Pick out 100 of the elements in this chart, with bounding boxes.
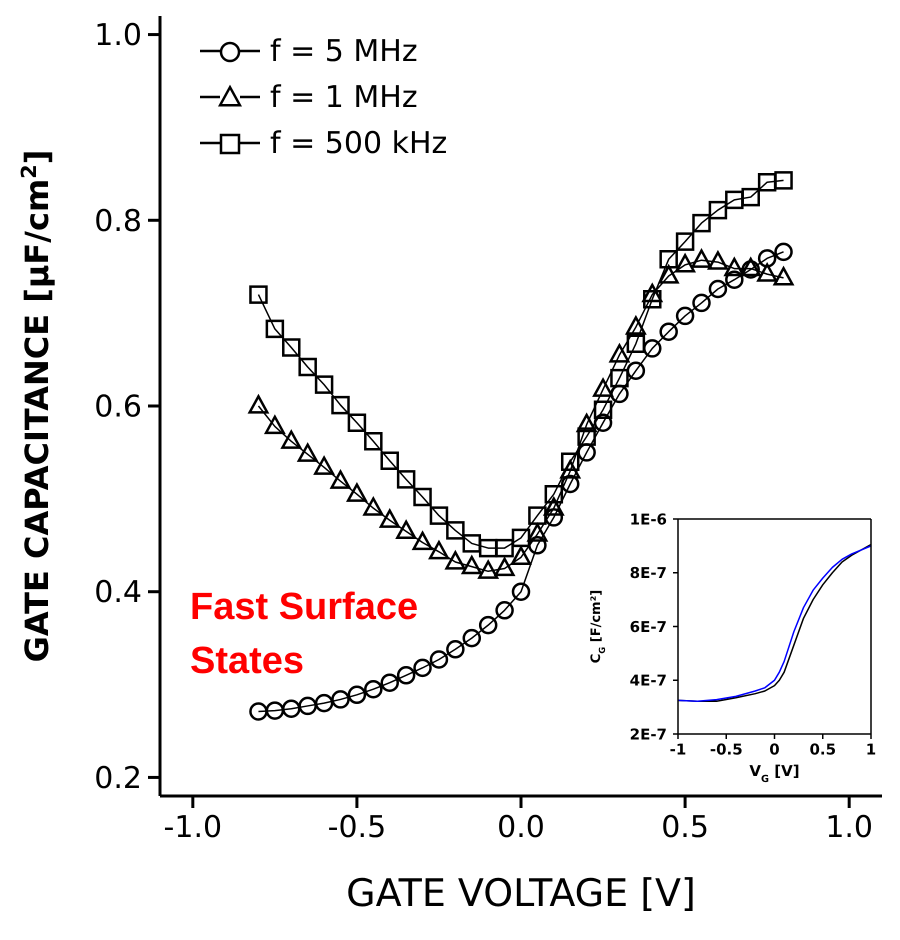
point	[446, 521, 465, 540]
point	[428, 540, 450, 560]
point	[346, 483, 367, 502]
point	[577, 427, 596, 446]
point	[380, 452, 399, 470]
point	[560, 460, 580, 479]
point	[266, 701, 284, 720]
point	[544, 484, 564, 504]
point	[495, 538, 514, 558]
point	[692, 214, 711, 232]
point	[528, 506, 547, 525]
point	[363, 497, 384, 516]
y-tick-label: 1.0	[94, 18, 142, 54]
point	[643, 339, 662, 358]
point	[527, 523, 548, 542]
point	[609, 344, 630, 363]
x-tick-label: 0.5	[809, 740, 836, 758]
point	[266, 320, 284, 338]
point	[380, 509, 400, 528]
point	[725, 190, 744, 210]
point	[626, 361, 646, 380]
x-tick-label: 1.0	[825, 810, 874, 845]
point	[413, 658, 432, 678]
point	[675, 254, 696, 273]
point	[348, 686, 366, 704]
point	[642, 284, 662, 302]
x-tick-label: -1.0	[164, 810, 222, 845]
point	[495, 601, 514, 620]
point	[774, 171, 793, 190]
point	[708, 280, 728, 298]
point	[773, 267, 794, 286]
point	[314, 375, 334, 394]
point	[282, 699, 301, 718]
point	[658, 265, 679, 284]
point	[430, 506, 448, 525]
point	[413, 488, 432, 506]
point	[282, 338, 301, 357]
legend-label: f = 5 MHz	[270, 34, 418, 68]
legend-label: f = 500 kHz	[270, 126, 448, 160]
point	[331, 690, 350, 709]
point	[331, 396, 350, 414]
y-tick-label: 0.8	[94, 204, 142, 239]
point	[249, 285, 268, 304]
point	[576, 414, 597, 432]
point	[758, 249, 776, 268]
point	[380, 673, 399, 692]
point	[692, 294, 711, 312]
legend-label: f = 1 MHz	[270, 80, 418, 114]
point	[592, 378, 614, 397]
point	[757, 263, 778, 282]
point	[248, 395, 269, 414]
y-tick-label: 0.6	[94, 390, 142, 424]
x-tick-label: -0.5	[710, 740, 743, 758]
x-tick-label: 0	[769, 740, 780, 758]
point	[741, 188, 760, 206]
point	[724, 258, 744, 276]
x-tick-label: -1	[670, 740, 686, 758]
point	[528, 536, 547, 555]
point	[626, 334, 646, 354]
point	[330, 470, 351, 489]
point	[577, 443, 596, 462]
y-tick-label: 4E-7	[630, 672, 667, 690]
point	[610, 384, 629, 404]
point	[494, 558, 515, 576]
y-tick-label: 0.2	[94, 760, 142, 796]
y-tick-label: 2E-7	[630, 725, 667, 744]
point	[445, 551, 466, 570]
point	[725, 270, 744, 289]
point	[281, 430, 302, 449]
point	[659, 250, 678, 269]
x-tick-label: 1	[866, 740, 876, 758]
point	[594, 413, 612, 432]
point	[510, 546, 532, 566]
point	[462, 628, 482, 648]
y-tick-label: 1E-6	[630, 510, 667, 528]
point	[298, 358, 317, 376]
point	[478, 538, 498, 558]
point	[298, 696, 317, 716]
point	[298, 443, 318, 462]
point	[396, 470, 416, 489]
point	[348, 413, 366, 432]
point	[446, 640, 465, 659]
point	[412, 532, 433, 550]
point	[512, 528, 530, 548]
point	[544, 497, 564, 516]
x-tick-label: 0.5	[661, 810, 709, 845]
point	[364, 680, 383, 698]
point	[512, 582, 530, 601]
point	[462, 534, 482, 553]
annotation: Fast Surface States	[190, 585, 420, 684]
point	[610, 368, 629, 388]
point	[708, 200, 728, 220]
point	[594, 400, 612, 419]
point	[659, 322, 678, 341]
y-tick-label: 8E-7	[630, 564, 667, 582]
point	[478, 560, 498, 579]
point	[708, 251, 728, 270]
point	[314, 456, 334, 475]
point	[462, 556, 482, 574]
point	[314, 694, 334, 712]
